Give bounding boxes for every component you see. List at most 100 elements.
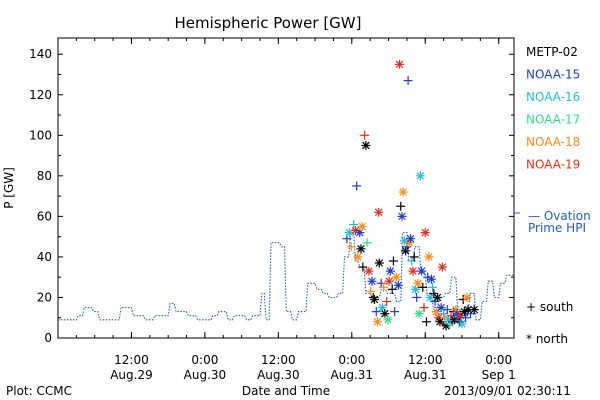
data-point-noaa-19-north (437, 262, 447, 272)
data-point-noaa-18-north (373, 317, 383, 327)
y-tick-label: 40 (37, 250, 52, 264)
data-point-noaa-19-south (360, 130, 370, 140)
y-tick-label: 80 (37, 169, 52, 183)
data-point-noaa-16-north (457, 319, 467, 329)
data-point-noaa-15-north (385, 266, 395, 276)
satellite-points (342, 59, 479, 331)
legend-entry-noaa-15: NOAA-15 (526, 68, 580, 82)
timestamp-label: 2013/09/01 02:30:11 (444, 384, 571, 398)
data-point-noaa-15-north (397, 211, 407, 221)
data-point-noaa-15-north (426, 274, 436, 284)
x-tick-label-time: 0:00 (191, 353, 218, 367)
y-tick-label: 60 (37, 209, 52, 223)
data-point-noaa-17-north (414, 309, 424, 319)
legend-entry-noaa-19: NOAA-19 (526, 158, 580, 172)
data-point-metp-02-north (401, 246, 411, 256)
x-tick-label-date: Sep 1 (482, 368, 516, 382)
data-point-metp-02-south (409, 252, 419, 262)
ovation-series (58, 232, 514, 321)
y-tick-label: 20 (37, 290, 52, 304)
data-point-noaa-15-south (403, 76, 413, 86)
data-point-noaa-17-north (383, 315, 393, 325)
data-point-metp-02-north (361, 140, 371, 150)
data-point-metp-02-south (358, 262, 368, 272)
data-point-metp-02-north (374, 258, 384, 268)
data-point-noaa-16-north (415, 171, 425, 181)
x-tick-label-time: 12:00 (114, 353, 149, 367)
y-tick-label: 120 (29, 88, 52, 102)
y-axis-label: P [GW] (2, 167, 16, 209)
x-tick-label-date: Aug.31 (331, 368, 374, 382)
data-point-noaa-18-north (462, 292, 472, 302)
data-point-noaa-15-south (442, 305, 452, 315)
data-point-metp-02-south (388, 256, 398, 266)
data-point-metp-02-north (469, 305, 479, 315)
data-point-noaa-19-north (395, 59, 405, 69)
data-point-noaa-18-north (357, 222, 367, 232)
ovation-label-line2: Prime HPI (528, 221, 586, 235)
data-point-noaa-19-north (364, 266, 374, 276)
ovation-label-line1: — Ovation (528, 209, 591, 223)
data-point-noaa-15-south (466, 309, 476, 319)
data-point-metp-02-south (421, 317, 431, 327)
data-point-noaa-15-north (406, 234, 416, 244)
data-point-noaa-19-south (419, 303, 429, 313)
data-point-noaa-16-south (428, 282, 438, 292)
x-tick-label-date: Aug.30 (184, 368, 227, 382)
data-point-noaa-16-south (439, 309, 449, 319)
data-point-noaa-15-north (417, 266, 427, 276)
plot-frame (57, 37, 515, 339)
data-point-noaa-15-north (393, 280, 403, 290)
x-tick-label-time: 12:00 (408, 353, 443, 367)
data-point-noaa-18-south (440, 313, 450, 323)
data-point-noaa-16-south (349, 219, 359, 229)
plot-source-label: Plot: CCMC (6, 384, 72, 398)
x-tick-label-date: Aug.29 (110, 368, 153, 382)
data-point-metp-02-south (429, 288, 439, 298)
data-point-metp-02-north (356, 244, 366, 254)
data-point-noaa-18-north (391, 272, 401, 282)
x-tick-label-time: 0:00 (485, 353, 512, 367)
data-point-noaa-18-south (366, 286, 376, 296)
y-axis-ticks: 0 20 40 60 80 100 120 140 (29, 47, 514, 345)
marker-legend-south: + south (526, 300, 573, 314)
marker-legend-north: * north (526, 332, 568, 346)
data-point-noaa-18-north (413, 278, 423, 288)
data-point-metp-02-south (396, 201, 406, 211)
data-point-metp-02-south (458, 294, 468, 304)
data-point-noaa-18-south (379, 282, 389, 292)
legend-entry-noaa-17: NOAA-17 (526, 113, 580, 127)
data-point-noaa-15-south (390, 307, 400, 317)
x-tick-label-date: Aug.30 (257, 368, 300, 382)
data-point-noaa-19-north (374, 207, 384, 217)
data-point-noaa-15-south (412, 292, 422, 302)
data-point-noaa-17-south (362, 238, 372, 248)
y-tick-label: 0 (44, 331, 52, 345)
legend: METP-02 NOAA-15 NOAA-16 NOAA-17 NOAA-18 NOAA-… (526, 45, 580, 172)
legend-entry-metp-02: METP-02 (526, 45, 578, 59)
data-point-metp-02-south (418, 282, 428, 292)
data-point-noaa-15-north (367, 276, 377, 286)
x-tick-label-time: 12:00 (261, 353, 296, 367)
data-point-noaa-19-north (384, 276, 394, 286)
x-axis-label: Date and Time (242, 384, 330, 398)
ovation-line (58, 232, 514, 321)
legend-entry-noaa-18: NOAA-18 (526, 135, 580, 149)
data-point-noaa-19-north (408, 266, 418, 276)
data-point-noaa-18-north (398, 187, 408, 197)
legend-entry-noaa-16: NOAA-16 (526, 90, 580, 104)
data-point-metp-02-south (387, 284, 397, 294)
data-point-metp-02-north (432, 292, 442, 302)
y-tick-label: 140 (29, 47, 52, 61)
data-point-noaa-18-south (346, 242, 356, 252)
data-point-noaa-19-south (382, 297, 392, 307)
data-point-noaa-19-north (420, 228, 430, 238)
data-point-noaa-15-north (436, 303, 446, 313)
data-point-noaa-15-south (352, 181, 362, 191)
data-point-noaa-15-south (376, 278, 386, 288)
data-point-noaa-18-north (424, 252, 434, 262)
x-axis-ticks: 12:00Aug.290:00Aug.3012:00Aug.300:00Aug.… (57, 38, 516, 382)
data-point-noaa-16-north (344, 228, 354, 238)
data-point-noaa-16-south (407, 256, 417, 266)
